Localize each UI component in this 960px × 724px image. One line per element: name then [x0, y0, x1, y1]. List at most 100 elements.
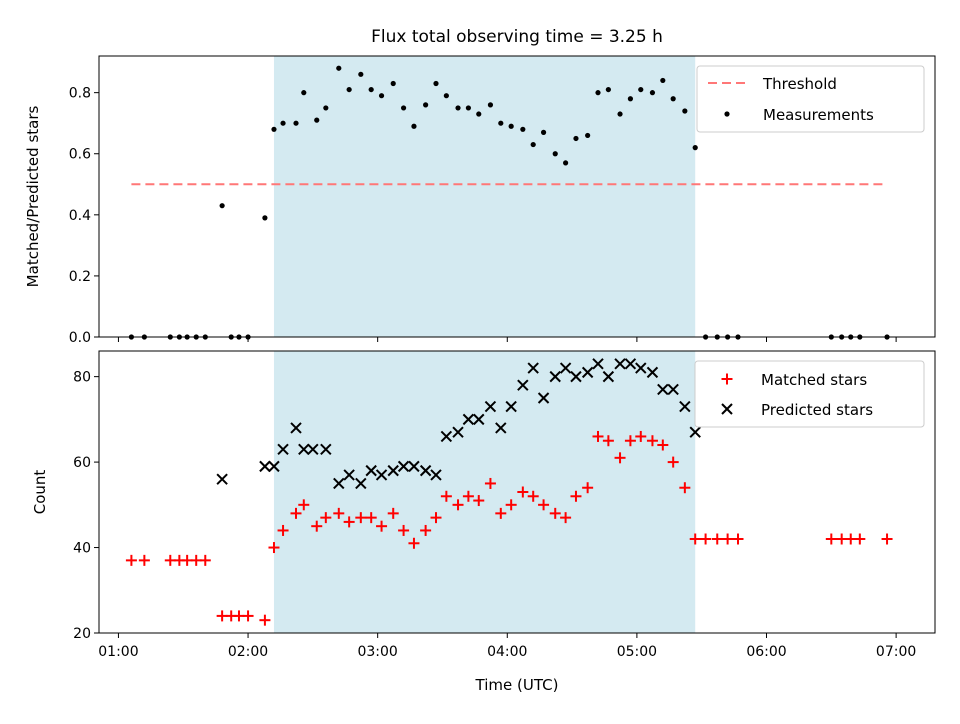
predicted-star-point — [657, 383, 669, 396]
legend-matched-swatch — [721, 373, 733, 385]
matched-star-point — [473, 495, 485, 507]
top-y-tick-label: 0.6 — [69, 147, 91, 163]
measurement-point — [301, 90, 307, 96]
matched-star-point — [624, 435, 636, 447]
top-y-tick-label: 0.0 — [69, 330, 91, 346]
predicted-star-point — [419, 464, 432, 477]
measurement-point — [390, 80, 396, 87]
top-y-tick-label: 0.2 — [69, 269, 91, 285]
matched-star-point — [277, 524, 289, 536]
bottom-y-axis-label: Count — [31, 470, 49, 515]
measurement-point — [605, 86, 611, 93]
matched-star-point — [722, 533, 734, 545]
matched-star-point — [825, 533, 837, 545]
predicted-star-point — [452, 426, 464, 438]
matched-star-point — [657, 439, 669, 451]
x-axis-label: Time (UTC) — [475, 676, 559, 694]
measurement-point — [400, 105, 407, 111]
matched-star-point — [505, 499, 517, 511]
measurement-point — [530, 141, 536, 148]
matched-star-point — [320, 512, 332, 524]
predicted-star-point — [290, 422, 302, 434]
x-tick-label: 06:00 — [746, 644, 786, 660]
bottom-panel: 20 40 60 80 01:00 02:00 03:00 04:00 05:00 06:00 0… — [31, 350, 936, 694]
matched-star-point — [484, 477, 496, 489]
measurement-point — [508, 123, 514, 129]
measurement-point — [323, 105, 329, 111]
matched-star-point — [268, 542, 280, 554]
bottom-plot-frame — [98, 350, 936, 634]
matched-star-point — [711, 533, 723, 545]
predicted-star-point — [430, 469, 442, 481]
matched-star-point — [679, 482, 691, 494]
chart-title: Flux total observing time = 3.25 h — [371, 27, 663, 47]
predicted-star-point — [440, 430, 453, 443]
predicted-star-point — [614, 358, 626, 370]
measurement-point — [638, 86, 644, 93]
x-tick-label: 05:00 — [617, 644, 657, 660]
matched-star-point — [854, 533, 866, 545]
matched-star-point — [527, 490, 539, 502]
matched-star-point — [667, 456, 679, 468]
predicted-star-point — [408, 460, 420, 473]
predicted-star-point — [667, 383, 679, 396]
predicted-star-point — [320, 443, 332, 455]
matched-star-point — [398, 524, 410, 536]
legend-measurements-swatch — [724, 111, 730, 117]
matched-star-point — [732, 533, 744, 545]
predicted-star-point — [216, 473, 228, 485]
measurement-point — [280, 120, 286, 126]
bottom-y-tick-label: 20 — [73, 626, 91, 642]
bottom-y-tick-label: 40 — [73, 541, 91, 557]
predicted-star-point — [592, 358, 604, 370]
predicted-star-point — [259, 460, 271, 473]
matched-star-point — [517, 486, 529, 498]
measurement-point — [262, 215, 268, 221]
measurement-point — [573, 135, 579, 142]
top-y-axis-label: Matched/Predicted stars — [24, 106, 42, 288]
predicted-star-point — [375, 469, 388, 481]
matched-star-point — [592, 430, 604, 442]
top-y-tick-label: 0.4 — [69, 208, 91, 224]
predicted-star-point — [602, 370, 615, 383]
x-tick-label: 02:00 — [228, 644, 268, 660]
predicted-star-point — [343, 469, 355, 481]
matched-star-point — [259, 614, 271, 626]
predicted-star-point — [268, 460, 280, 473]
matched-star-point — [549, 507, 561, 519]
predicted-star-point — [679, 400, 691, 413]
matched-star-point — [311, 520, 323, 532]
measurement-point — [540, 129, 547, 135]
predicted-star-point — [473, 413, 485, 426]
measurement-point — [293, 120, 299, 126]
measurement-point — [692, 145, 698, 151]
matched-star-point — [560, 512, 572, 524]
matched-star-point — [614, 452, 626, 464]
predicted-star-point — [646, 366, 659, 379]
bottom-y-tick-label: 60 — [73, 455, 91, 471]
matched-star-point — [387, 507, 399, 519]
measurement-point — [336, 65, 342, 71]
predicted-star-point — [387, 464, 399, 477]
measurement-point — [670, 96, 676, 102]
matched-star-point — [602, 435, 614, 447]
legend-box — [696, 65, 925, 133]
measurement-point — [585, 132, 591, 139]
measurement-point — [455, 105, 461, 111]
predicted-star-point — [635, 362, 647, 374]
measurement-point — [552, 151, 558, 157]
measurement-point — [627, 96, 634, 102]
matched-star-point — [242, 610, 254, 622]
measurement-point — [498, 120, 504, 126]
top-panel: 0.00.20.40.60.8 Matched/Predicted stars … — [24, 55, 936, 346]
measurement-point — [660, 77, 666, 84]
matched-star-point — [440, 490, 452, 502]
matched-star-point — [570, 490, 582, 502]
predicted-star-point — [559, 362, 572, 374]
measurement-point — [411, 123, 417, 129]
measurement-point — [476, 111, 482, 117]
predicted-star-point — [549, 370, 561, 383]
measurement-point — [358, 71, 364, 77]
legend-predicted-label: Predicted stars — [761, 401, 873, 419]
measurement-point — [378, 93, 385, 99]
